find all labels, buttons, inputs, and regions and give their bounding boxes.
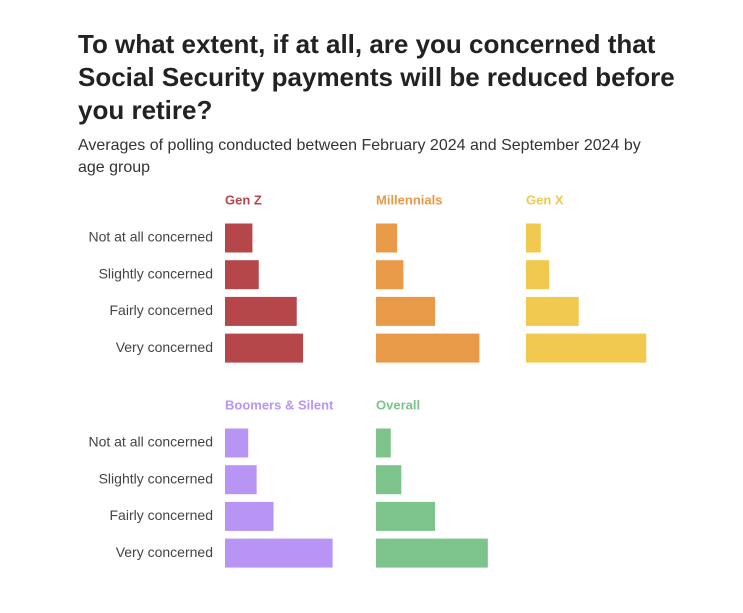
- category-label: Slightly concerned: [99, 470, 213, 486]
- category-label: Not at all concerned: [88, 434, 213, 450]
- category-label: Not at all concerned: [88, 229, 213, 245]
- series-name: Gen Z: [225, 192, 262, 207]
- bar: [376, 428, 391, 458]
- bar: [376, 333, 480, 363]
- bar: [376, 223, 398, 253]
- category-label: Fairly concerned: [110, 302, 214, 318]
- bar: [225, 465, 257, 495]
- bar: [376, 260, 404, 290]
- bar: [225, 538, 333, 568]
- category-label: Slightly concerned: [99, 265, 213, 281]
- category-label: Very concerned: [116, 544, 213, 560]
- bar: [225, 296, 297, 326]
- bar: [225, 260, 259, 290]
- bar: [225, 501, 274, 531]
- series-name: Gen X: [526, 192, 564, 207]
- bar: [376, 465, 402, 495]
- bar: [225, 428, 249, 458]
- chart-subtitle: Averages of polling conducted between Fe…: [78, 137, 641, 176]
- bar: [526, 223, 541, 253]
- category-label: Fairly concerned: [110, 507, 214, 523]
- series-name: Overall: [376, 397, 420, 412]
- bar: [225, 223, 253, 253]
- bar: [376, 296, 436, 326]
- series-name: Boomers & Silent: [225, 397, 334, 412]
- bar: [526, 333, 647, 363]
- chart-title: To what extent, if at all, are you conce…: [78, 29, 675, 125]
- bar: [526, 260, 550, 290]
- series-name: Millennials: [376, 192, 442, 207]
- bar: [376, 501, 436, 531]
- bar: [526, 296, 579, 326]
- category-label: Very concerned: [116, 339, 213, 355]
- bar: [225, 333, 304, 363]
- bar: [376, 538, 488, 568]
